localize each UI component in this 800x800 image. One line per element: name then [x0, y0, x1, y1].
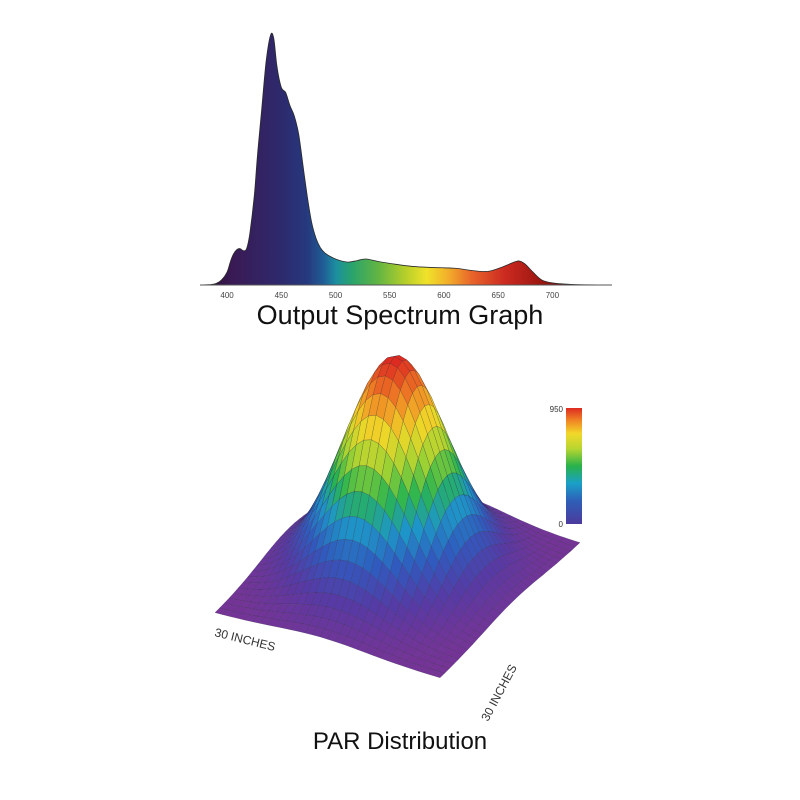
x-tick-label: 400 [220, 291, 234, 300]
x-axis-label: 30 INCHES [213, 625, 277, 654]
colorbar-max-label: 950 [550, 405, 564, 414]
x-tick-label: 450 [275, 291, 289, 300]
spectrum-chart: 400 450 500 550 600 650 700 [199, 32, 613, 300]
surface-cell [432, 670, 446, 679]
x-tick-label: 700 [546, 291, 560, 300]
spectrum-title: Output Spectrum Graph [256, 300, 544, 330]
y-axis-label: 30 INCHES [478, 662, 519, 723]
x-tick-label: 600 [437, 291, 451, 300]
colorbar-scale [566, 408, 582, 524]
x-tick-label: 500 [329, 291, 343, 300]
x-tick-label: 650 [492, 291, 506, 300]
par-title: PAR Distribution [312, 728, 488, 755]
x-tick-label: 550 [383, 291, 397, 300]
par-colorbar: 950 0 [550, 405, 582, 529]
par-surface [214, 355, 581, 679]
colorbar-min-label: 0 [559, 520, 564, 529]
spectrum-area [199, 32, 613, 286]
